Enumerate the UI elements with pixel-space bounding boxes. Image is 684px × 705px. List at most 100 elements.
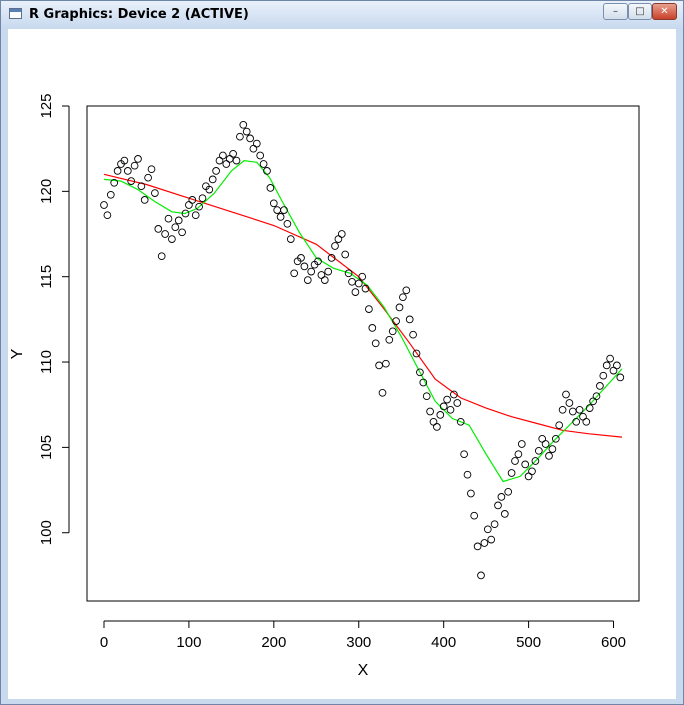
data-point [120, 156, 129, 165]
data-point [178, 228, 186, 237]
y-tick-label: 100 [38, 520, 55, 545]
plot-frame [86, 105, 640, 602]
data-point [252, 139, 261, 148]
data-point [269, 199, 278, 208]
data-point [514, 450, 523, 459]
data-point [266, 184, 275, 192]
data-point [259, 160, 268, 168]
data-point [500, 510, 509, 518]
data-point [297, 254, 305, 262]
data-point [378, 388, 387, 397]
data-point [602, 361, 611, 370]
data-point [572, 417, 581, 426]
data-point [528, 467, 536, 476]
data-point [433, 423, 441, 431]
data-point [402, 286, 411, 295]
x-tick-label: 100 [176, 634, 201, 651]
data-point [365, 305, 373, 313]
data-point [337, 230, 346, 238]
title-bar[interactable]: R Graphics: Device 2 (ACTIVE) – □ ✕ [1, 1, 683, 29]
y-tick-label: 115 [38, 265, 55, 289]
data-point [470, 511, 479, 520]
data-point [354, 279, 363, 288]
data-point [212, 167, 220, 175]
data-point [497, 493, 506, 501]
data-point [161, 230, 169, 238]
data-points [100, 120, 625, 580]
data-point [473, 542, 482, 551]
data-point [249, 144, 258, 153]
data-point [480, 539, 489, 547]
maximize-button[interactable]: □ [628, 3, 652, 20]
window-app-icon [9, 8, 22, 19]
close-button[interactable]: ✕ [652, 3, 677, 20]
data-point [368, 324, 377, 332]
data-point [113, 167, 122, 175]
data-point [215, 156, 224, 165]
data-point [324, 267, 333, 276]
data-point [507, 469, 516, 477]
data-point [123, 167, 132, 175]
data-point [371, 339, 380, 348]
data-point [412, 349, 421, 358]
green-smooth-line [103, 159, 623, 483]
data-point [239, 120, 248, 129]
data-point [453, 399, 462, 407]
data-point [439, 402, 448, 411]
minimize-button[interactable]: – [603, 3, 628, 20]
data-point [137, 182, 146, 191]
data-point [565, 399, 574, 407]
x-tick-label: 0 [100, 634, 108, 651]
data-point [405, 315, 414, 324]
x-axis-label: X [358, 662, 369, 679]
x-tick-label: 200 [261, 634, 286, 651]
data-point [548, 445, 557, 453]
data-point [551, 434, 560, 443]
data-point [171, 223, 180, 232]
x-tick-label: 500 [516, 634, 541, 651]
window-title: R Graphics: Device 2 (ACTIVE) [29, 7, 249, 22]
data-point [222, 160, 231, 168]
data-point [446, 405, 455, 414]
data-point [511, 457, 519, 465]
data-point [456, 417, 465, 426]
data-point [545, 452, 553, 460]
data-point [232, 156, 241, 165]
data-point [246, 134, 254, 143]
data-point [531, 457, 540, 465]
data-point [392, 317, 400, 325]
data-point [327, 254, 336, 262]
data-point [331, 242, 339, 250]
x-tick-label: 400 [431, 634, 456, 651]
data-point [134, 155, 142, 163]
red-fit-line [103, 173, 623, 438]
minimize-icon: – [613, 6, 618, 17]
y-tick-label: 125 [38, 93, 55, 118]
data-point [314, 257, 322, 266]
data-point [562, 390, 570, 399]
data-point [613, 361, 621, 370]
data-point [219, 151, 227, 160]
data-point [188, 196, 197, 204]
data-point [229, 149, 237, 158]
data-point [490, 520, 499, 529]
x-tick-label: 300 [346, 634, 371, 651]
data-point [307, 267, 316, 276]
data-point [582, 417, 591, 426]
data-point [320, 276, 329, 284]
data-point [154, 225, 163, 233]
data-point [494, 501, 502, 510]
data-point [517, 440, 526, 448]
data-point [436, 411, 445, 419]
data-point [144, 173, 152, 182]
data-point [399, 293, 407, 302]
data-point [395, 303, 404, 312]
data-point [467, 489, 475, 498]
data-point [286, 235, 295, 243]
data-point [579, 412, 587, 421]
data-point [555, 421, 564, 430]
data-point [300, 262, 309, 271]
data-point [157, 252, 166, 261]
data-point [263, 167, 271, 175]
